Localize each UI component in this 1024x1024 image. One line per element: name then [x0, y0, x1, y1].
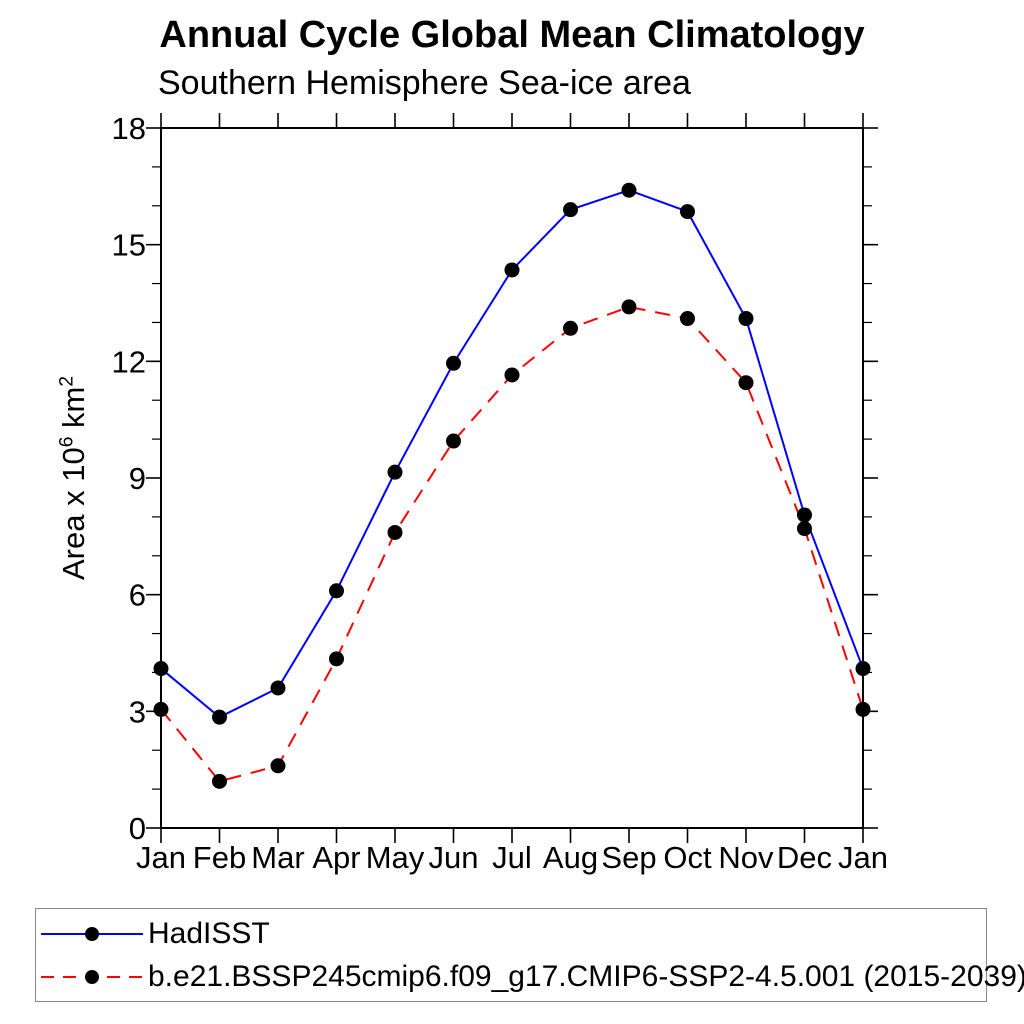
data-point-hadisst-jul — [504, 262, 520, 278]
x-tick-label: Feb — [193, 840, 246, 875]
legend-label-hadisst: HadISST — [148, 916, 270, 950]
data-point-model-sep — [621, 299, 637, 315]
data-point-model-feb — [212, 773, 227, 789]
plot-area: Jan Feb Mar Apr May Jun Jul Aug Sep Oct Nov Dec Jan0… — [112, 111, 888, 875]
x-tick-label: Apr — [312, 840, 360, 875]
data-point-hadisst-jan — [153, 661, 169, 677]
x-tick-label: Jun — [429, 840, 479, 875]
data-point-hadisst-sep — [621, 182, 637, 198]
data-point-hadisst-apr — [329, 583, 344, 599]
x-tick-label: Mar — [251, 840, 304, 875]
data-point-model-mar — [270, 758, 286, 774]
y-tick-label: 3 — [129, 694, 146, 729]
x-tick-label: Dec — [777, 840, 832, 875]
data-point-model-aug — [563, 320, 578, 336]
y-tick-label: 0 — [129, 811, 146, 846]
x-tick-label: Sep — [601, 840, 656, 875]
data-point-model-jul — [504, 367, 520, 383]
legend-marker-dot — [85, 926, 99, 941]
x-tick-label: Nov — [718, 840, 774, 875]
data-point-hadisst-aug — [563, 202, 578, 218]
legend-item-hadisst: HadISST — [36, 912, 986, 955]
plot-frame — [160, 127, 864, 829]
data-point-model-oct — [680, 311, 695, 327]
x-tick-label: Jan — [136, 840, 186, 875]
data-point-model-dec — [797, 521, 812, 537]
x-tick-label: Aug — [543, 840, 598, 875]
x-tick-label: Jan — [838, 840, 888, 875]
x-tick-label: May — [366, 840, 425, 875]
data-point-model-nov — [738, 375, 754, 391]
data-point-model-apr — [329, 651, 344, 667]
legend-label-model: b.e21.BSSP245cmip6.f09_g17.CMIP6-SSP2-4.… — [148, 959, 1024, 993]
data-point-hadisst-mar — [270, 680, 286, 696]
data-point-hadisst-feb — [212, 709, 227, 725]
legend-item-model: b.e21.BSSP245cmip6.f09_g17.CMIP6-SSP2-4.… — [36, 955, 1024, 998]
y-tick-label: 9 — [129, 461, 146, 496]
x-tick-label: Oct — [663, 840, 712, 875]
chart-subtitle: Southern Hemisphere Sea-ice area — [158, 64, 691, 102]
data-point-model-jan — [153, 701, 169, 717]
legend-box: HadISST b.e21.BSSP245cmip6.f09_g17.CMIP6… — [35, 908, 1024, 1002]
legend-marker-dot — [85, 969, 99, 984]
y-tick-label: 18 — [112, 111, 146, 146]
data-point-hadisst-may — [387, 464, 403, 480]
chart-title: Annual Cycle Global Mean Climatology — [159, 14, 865, 56]
x-tick-label: Jul — [492, 840, 532, 875]
data-point-hadisst-jun — [446, 355, 461, 371]
y-tick-label: 15 — [112, 228, 146, 263]
data-point-hadisst-oct — [680, 204, 695, 220]
legend-line-sample-solid — [41, 926, 143, 941]
data-point-hadisst-nov — [738, 311, 754, 327]
data-point-hadisst-dec — [797, 507, 812, 523]
data-point-model-jun — [446, 433, 461, 449]
data-point-model-jan — [855, 701, 871, 717]
data-point-hadisst-jan — [855, 661, 871, 677]
y-tick-label: 6 — [129, 578, 146, 613]
y-tick-label: 12 — [112, 344, 146, 379]
legend-line-sample-dashed — [41, 969, 143, 984]
data-point-model-may — [387, 524, 403, 540]
